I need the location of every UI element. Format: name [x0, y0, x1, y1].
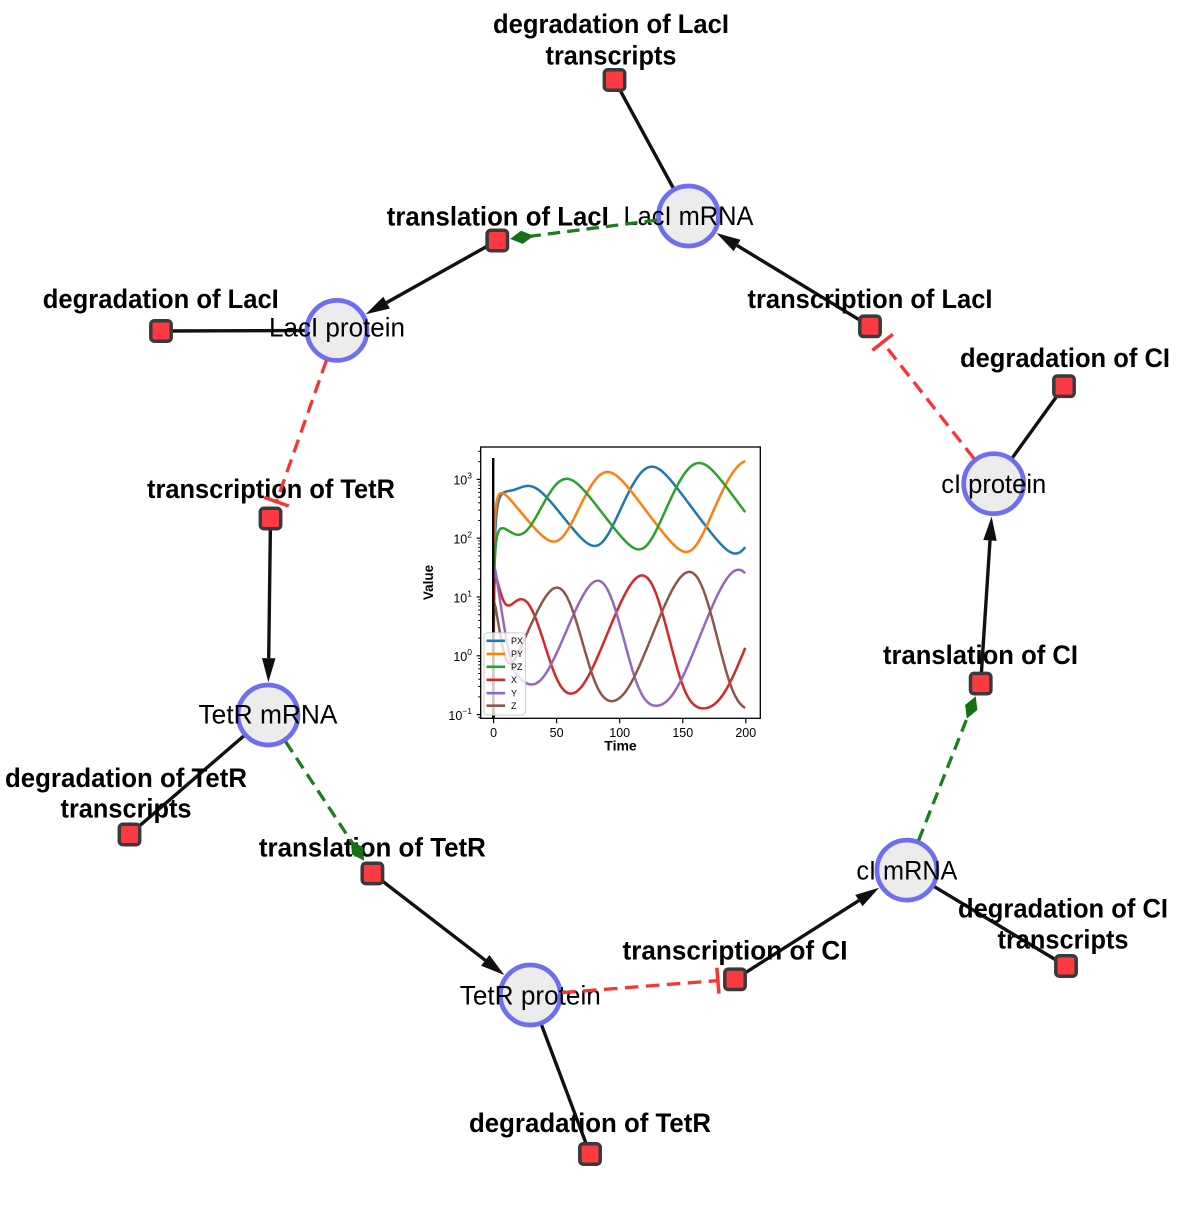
svg-text:100: 100 — [609, 726, 630, 740]
svg-text:translation of LacI: translation of LacI — [387, 201, 609, 231]
svg-text:LacI protein: LacI protein — [269, 313, 405, 343]
svg-text:150: 150 — [672, 726, 693, 740]
svg-text:degradation of CI: degradation of CI — [958, 894, 1168, 924]
svg-text:degradation of TetR: degradation of TetR — [5, 763, 247, 793]
svg-text:transcripts: transcripts — [546, 40, 677, 70]
svg-text:PZ: PZ — [511, 662, 523, 672]
svg-text:Y: Y — [511, 688, 517, 698]
svg-text:PY: PY — [511, 649, 523, 659]
svg-text:0: 0 — [490, 726, 497, 740]
svg-text:transcription of CI: transcription of CI — [623, 936, 848, 966]
svg-text:translation of CI: translation of CI — [883, 640, 1078, 670]
svg-text:TetR mRNA: TetR mRNA — [199, 700, 338, 730]
svg-text:X: X — [511, 675, 517, 685]
svg-text:degradation of LacI: degradation of LacI — [493, 9, 729, 39]
svg-text:degradation of TetR: degradation of TetR — [469, 1108, 711, 1138]
svg-text:cI protein: cI protein — [941, 469, 1046, 499]
svg-text:transcripts: transcripts — [998, 925, 1129, 955]
svg-text:Z: Z — [511, 701, 517, 711]
svg-text:PX: PX — [511, 636, 523, 646]
svg-text:translation of TetR: translation of TetR — [259, 833, 486, 863]
svg-text:transcription of LacI: transcription of LacI — [748, 284, 993, 314]
svg-text:degradation of CI: degradation of CI — [960, 343, 1170, 373]
svg-text:degradation of LacI: degradation of LacI — [43, 284, 279, 314]
svg-text:Time: Time — [604, 738, 637, 754]
svg-text:transcripts: transcripts — [61, 794, 192, 824]
svg-text:cI mRNA: cI mRNA — [856, 855, 957, 885]
svg-text:200: 200 — [735, 726, 756, 740]
svg-text:Value: Value — [421, 564, 436, 600]
svg-text:50: 50 — [550, 726, 564, 740]
svg-text:TetR protein: TetR protein — [460, 980, 601, 1010]
svg-text:LacI mRNA: LacI mRNA — [624, 201, 754, 231]
